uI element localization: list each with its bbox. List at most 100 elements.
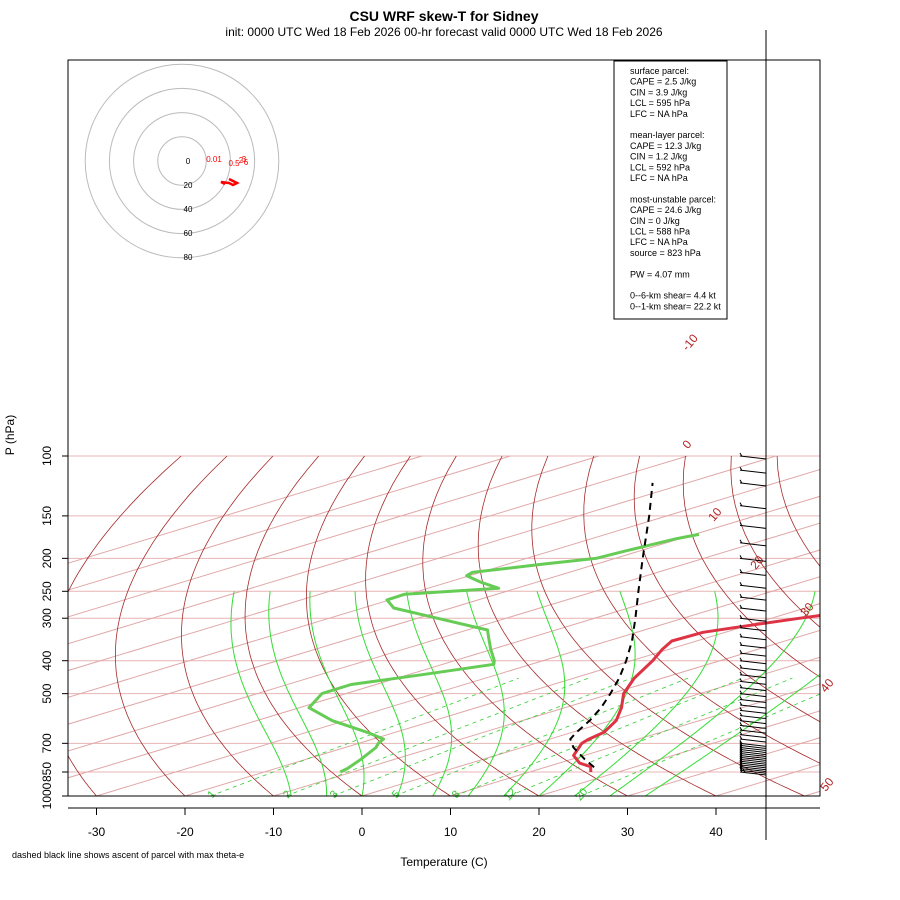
wind-barb-half (739, 735, 743, 740)
isotherm-label: 20 (747, 553, 767, 572)
moist-adiabat (538, 591, 636, 796)
stats-line: mean-layer parcel: (630, 130, 705, 140)
wind-barb-staff (739, 627, 767, 632)
wind-barb-staff (739, 455, 767, 460)
hodograph-ring-label: 40 (184, 205, 193, 214)
pressure-tick-label: 250 (40, 581, 54, 601)
isotherm-line (68, 455, 688, 645)
isotherm-line (68, 455, 600, 618)
wind-barb-half (739, 717, 743, 722)
wind-barb-half (739, 502, 743, 507)
isotherm-line (893, 456, 900, 796)
wind-barb-half (739, 466, 743, 471)
hodograph-point-label: 6 (244, 158, 249, 167)
isotherm-label: 10 (705, 505, 725, 524)
wind-barb-staff (739, 698, 767, 703)
mixing-ratio-line (509, 677, 793, 796)
wind-barb-staff (739, 746, 767, 751)
wind-barb-staff (739, 744, 767, 749)
stats-line (630, 280, 633, 290)
wind-barb-half (739, 740, 743, 745)
moist-adiabat (268, 591, 328, 796)
wind-barb-staff (739, 667, 767, 672)
moist-adiabat (230, 591, 292, 796)
temperature-tick-label: 40 (709, 825, 723, 839)
pressure-tick-label: 1000 (40, 782, 54, 809)
mixing-ratio-line (580, 693, 820, 796)
wind-barb-half (739, 726, 743, 731)
wind-barb-staff (739, 758, 767, 763)
pressure-tick-label: 150 (40, 506, 54, 526)
wind-barb-half (739, 722, 743, 727)
wind-barb-staff (739, 704, 767, 709)
pressure-tick-label: 100 (40, 446, 54, 466)
stats-line (630, 259, 633, 269)
wind-barb-staff (739, 715, 767, 720)
wind-barb-staff (739, 660, 767, 665)
hodograph-point-label: 2 (239, 156, 244, 165)
wind-barb-staff (739, 680, 767, 685)
isotherm-line (627, 737, 820, 796)
wind-barb-half (739, 452, 743, 457)
hodograph-ring-label: 80 (184, 253, 193, 262)
temperature-tick-label: -10 (265, 825, 283, 839)
wind-barb-staff (739, 617, 767, 622)
dry-adiabat (305, 455, 451, 796)
moist-adiabat (503, 591, 566, 796)
wind-barb-staff (739, 596, 767, 601)
pressure-tick-label: 300 (40, 608, 54, 628)
isotherm-line (68, 522, 820, 752)
isotherm-label: 0 (679, 437, 694, 451)
stats-line: PW = 4.07 mm (630, 269, 690, 279)
hodograph-point-label: 0.01 (206, 155, 222, 164)
wind-barb-full (739, 765, 743, 771)
dry-adiabat (115, 455, 228, 796)
x-axis-label: Temperature (C) (400, 855, 487, 869)
mixing-ratio-line (332, 677, 632, 796)
wind-barb-staff (739, 542, 767, 547)
wind-barb-half (739, 671, 743, 676)
dry-adiabat (365, 455, 540, 796)
isotherm-line (68, 455, 777, 672)
isotherm-line (68, 495, 820, 725)
wind-barb-half (739, 633, 743, 638)
chart-subtitle: init: 0000 UTC Wed 18 Feb 2026 00-hr for… (225, 25, 662, 39)
wind-barb-staff (739, 764, 767, 769)
temperature-tick-label: 10 (444, 825, 458, 839)
wind-barb-half (739, 678, 743, 683)
stats-line: LFC = NA hPa (630, 173, 688, 183)
temperature-axis: -30 -20 -10 0 10 20 30 40 (68, 807, 820, 839)
hodograph-trace (220, 177, 240, 187)
wind-barb-staff (739, 767, 767, 772)
wind-barb-staff (739, 687, 767, 692)
mixing-ratio-labels: 1 2 3 5 8 12 20 (205, 786, 590, 803)
dry-adiabat (869, 456, 900, 796)
dry-adiabat (68, 455, 182, 796)
wind-barb-half (739, 701, 743, 706)
wind-barb-staff (739, 505, 767, 510)
dry-adiabat (583, 455, 820, 764)
wind-barb-half (739, 593, 743, 598)
mixing-ratio-label: 20 (573, 786, 590, 803)
hodograph-point-label: 0.5 (228, 159, 240, 168)
wind-barb-staff (739, 754, 767, 759)
mixing-ratio-line (285, 677, 589, 796)
wind-barb-half (739, 657, 743, 662)
hodograph-ring (84, 63, 280, 259)
hodograph: 0 20 40 60 80 0.01 0.5 236 (84, 63, 280, 262)
temperature-tick-label: -30 (88, 825, 106, 839)
wind-barb-staff (739, 636, 767, 641)
stats-line: LCL = 595 hPa (630, 98, 690, 108)
mixing-ratio-line (454, 677, 744, 796)
stats-line: LFC = NA hPa (630, 109, 688, 119)
moist-adiabat (574, 591, 719, 796)
wind-barb-staff (739, 720, 767, 725)
chart-title: CSU WRF skew-T for Sidney (349, 8, 538, 24)
mixing-ratio-label: 12 (502, 786, 519, 803)
wind-barb-staff (739, 524, 767, 529)
moist-adiabat (354, 591, 406, 796)
wind-barb-half (739, 522, 743, 527)
isotherm-line (68, 549, 820, 779)
dewpoint-trace (307, 532, 700, 774)
